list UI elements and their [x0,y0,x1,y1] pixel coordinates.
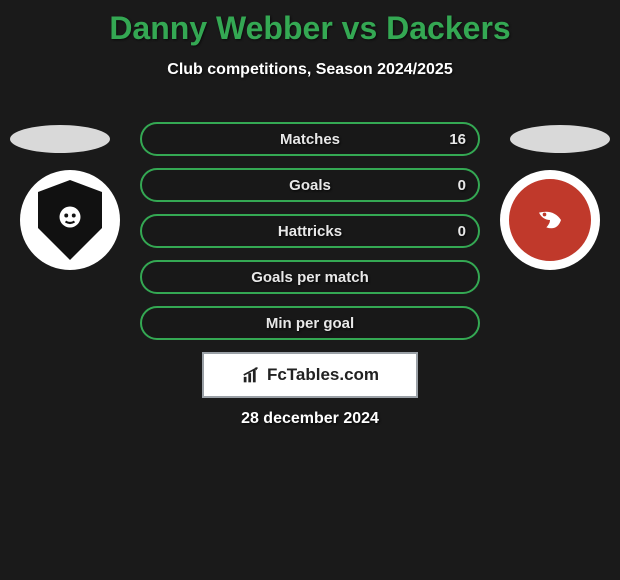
source-logo: FcTables.com [202,352,418,398]
stat-value-right: 16 [449,131,466,148]
stat-label: Goals per match [142,269,478,286]
left-ellipse-decor [10,125,110,153]
stat-label: Matches [142,131,478,148]
right-team-badge [500,170,600,270]
stat-label: Hattricks [142,223,478,240]
shrimp-icon [528,198,572,242]
stat-value-right: 0 [458,223,466,240]
stat-row-gpm: Goals per match [140,260,480,294]
shield-icon [38,180,102,260]
stat-label: Goals [142,177,478,194]
date-label: 28 december 2024 [0,410,620,428]
infographic-container: Danny Webber vs Dackers Club competition… [0,0,620,580]
bars-icon [241,364,263,386]
right-ellipse-decor [510,125,610,153]
stat-value-right: 0 [458,177,466,194]
stat-row-mpg: Min per goal [140,306,480,340]
circle-badge-icon [505,175,595,265]
lion-icon [52,202,88,238]
logo-text: FcTables.com [267,365,379,385]
stat-label: Min per goal [142,315,478,332]
stat-row-matches: Matches 16 [140,122,480,156]
stat-row-goals: Goals 0 [140,168,480,202]
stat-row-hattricks: Hattricks 0 [140,214,480,248]
left-team-badge [20,170,120,270]
page-title: Danny Webber vs Dackers [0,0,620,47]
subtitle: Club competitions, Season 2024/2025 [0,61,620,79]
stats-panel: Matches 16 Goals 0 Hattricks 0 Goals per… [140,122,480,352]
